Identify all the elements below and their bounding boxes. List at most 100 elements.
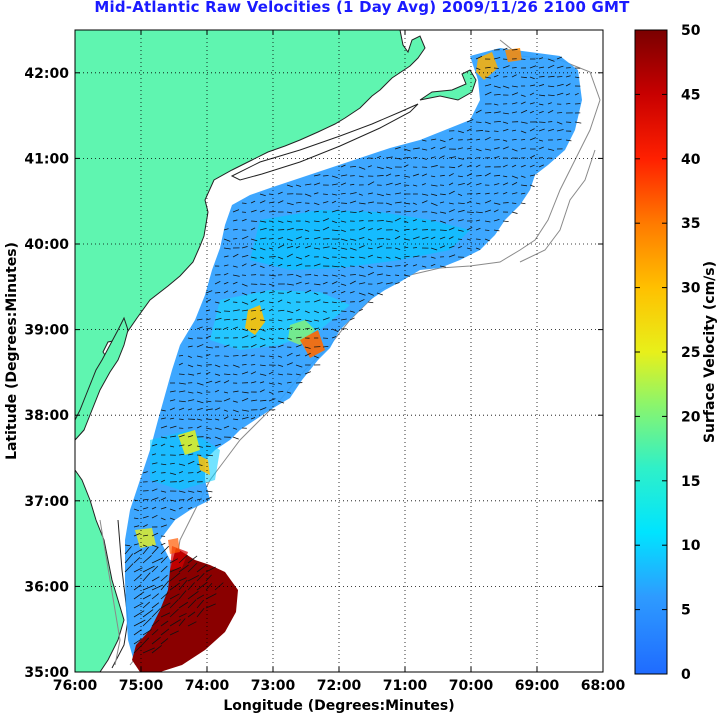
- velocity-vector: [160, 638, 169, 645]
- velocity-vector: [160, 542, 166, 546]
- velocity-vector: [142, 534, 149, 537]
- velocity-vector: [151, 462, 158, 465]
- velocity-vector: [340, 174, 348, 177]
- velocity-vector: [421, 139, 427, 142]
- velocity-vector: [250, 335, 257, 339]
- velocity-vector: [385, 274, 391, 277]
- velocity-vector: [169, 608, 179, 618]
- velocity-vector: [250, 209, 257, 213]
- velocity-vector: [493, 74, 499, 78]
- velocity-vector: [151, 546, 159, 555]
- velocity-vector: [160, 620, 169, 627]
- velocity-vector: [142, 572, 151, 582]
- velocity-vector: [304, 371, 311, 375]
- velocity-vector: [493, 219, 500, 222]
- velocity-vector: [223, 318, 231, 321]
- velocity-vector: [286, 253, 294, 258]
- velocity-vector: [421, 148, 428, 151]
- velocity-vector: [223, 238, 231, 242]
- velocity-vector: [250, 399, 258, 402]
- velocity-vector: [169, 599, 179, 609]
- velocity-vector: [187, 506, 193, 510]
- velocity-vector: [151, 576, 160, 582]
- velocity-vector: [151, 584, 164, 591]
- y-tick-label: 41:00: [24, 151, 69, 167]
- velocity-vector: [475, 247, 481, 250]
- velocity-vector: [232, 228, 238, 231]
- velocity-vector: [403, 202, 411, 205]
- velocity-vector: [322, 226, 330, 231]
- velocity-vector: [295, 210, 301, 213]
- velocity-vector: [232, 427, 238, 430]
- velocity-vector: [457, 209, 465, 213]
- velocity-vector: [268, 301, 274, 304]
- velocity-vector: [151, 629, 159, 636]
- velocity-vector: [151, 497, 159, 501]
- velocity-vector: [187, 444, 192, 447]
- velocity-vector: [214, 407, 221, 411]
- velocity-hotspot: [132, 548, 238, 672]
- velocity-vector: [214, 310, 221, 313]
- velocity-vector: [439, 193, 446, 196]
- velocity-vector: [277, 256, 284, 260]
- velocity-vector: [493, 111, 501, 114]
- velocity-vector: [331, 301, 337, 304]
- velocity-vector: [268, 201, 275, 204]
- velocity-vector: [448, 209, 455, 213]
- velocity-vector: [394, 146, 401, 150]
- velocity-vector: [169, 399, 176, 402]
- velocity-vector: [205, 372, 211, 375]
- velocity-vector: [340, 238, 348, 242]
- velocity-vector: [241, 309, 249, 312]
- velocity-vector: [475, 227, 481, 231]
- velocity-vector: [151, 593, 159, 600]
- velocity-vector: [241, 363, 247, 366]
- velocity-vector: [169, 462, 175, 465]
- velocity-vector: [475, 175, 482, 177]
- velocity-vector: [367, 301, 374, 304]
- velocity-vector: [457, 245, 463, 249]
- velocity-vector: [367, 181, 375, 186]
- velocity-vector: [439, 245, 446, 249]
- velocity-vector: [187, 611, 196, 618]
- velocity-vector: [457, 219, 464, 222]
- velocity-vector: [196, 407, 203, 411]
- velocity-vector: [277, 364, 284, 367]
- velocity-vector: [484, 84, 492, 87]
- velocity-vector: [133, 499, 139, 502]
- velocity-vector: [214, 364, 221, 368]
- velocity-vector: [448, 245, 455, 249]
- velocity-vector: [250, 291, 256, 294]
- velocity-vector: [142, 584, 155, 591]
- velocity-vector: [178, 390, 186, 393]
- velocity-vector: [295, 184, 302, 187]
- velocity-vector: [160, 555, 168, 564]
- velocity-vector: [439, 265, 446, 268]
- velocity-vector: [358, 245, 365, 249]
- velocity-vector: [547, 94, 555, 97]
- velocity-vector: [133, 619, 146, 627]
- colorbar-tick-label: 10: [681, 538, 701, 554]
- velocity-vector: [277, 220, 284, 223]
- velocity-vector: [538, 139, 544, 142]
- velocity-vector: [169, 619, 181, 627]
- velocity-vector: [187, 621, 197, 627]
- velocity-vector: [286, 220, 293, 223]
- velocity-vector: [205, 566, 216, 573]
- velocity-vector: [178, 407, 185, 411]
- velocity-vector: [277, 200, 284, 204]
- colorbar-tick-label: 5: [681, 603, 691, 619]
- velocity-vector: [169, 593, 180, 600]
- colorbar-tick-label: 35: [681, 216, 700, 232]
- velocity-vector: [502, 128, 509, 132]
- velocity-vector: [250, 343, 257, 348]
- velocity-vector: [529, 110, 534, 114]
- velocity-vector: [196, 582, 208, 591]
- velocity-vector: [367, 247, 373, 250]
- velocity-vector: [205, 454, 213, 457]
- velocity-vector: [430, 256, 436, 259]
- velocity-vector: [448, 156, 456, 159]
- velocity-vector: [439, 174, 445, 177]
- velocity-vector: [196, 326, 203, 330]
- velocity-vector: [313, 174, 321, 177]
